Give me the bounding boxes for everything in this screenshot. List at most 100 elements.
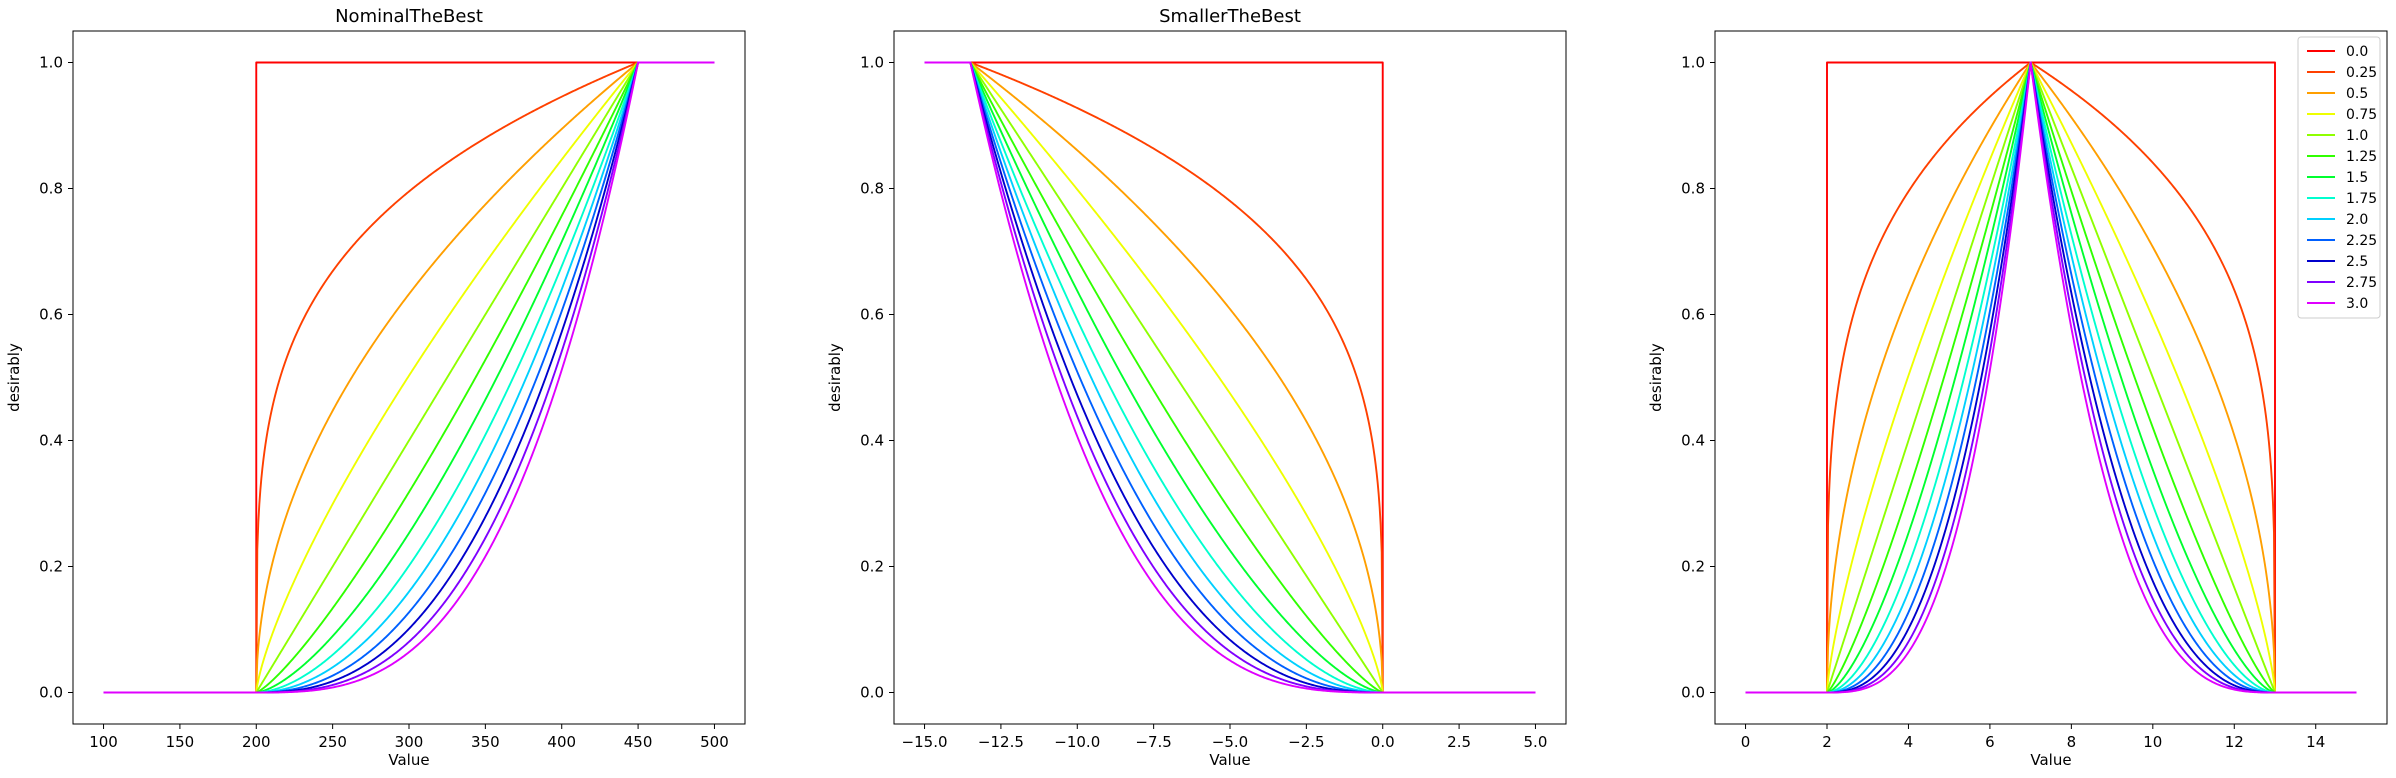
x-tick-label: 400 — [547, 733, 576, 751]
y-tick-label: 0.6 — [860, 306, 884, 324]
series-line-3-0 — [1745, 61, 2357, 694]
legend-item: 1.25 — [2307, 149, 2377, 165]
legend-label: 0.75 — [2346, 107, 2377, 123]
legend-item: 1.0 — [2307, 128, 2368, 144]
x-tick-label: 250 — [318, 733, 347, 751]
series-line-2-25 — [924, 61, 1536, 694]
series-line-1-5 — [103, 61, 715, 694]
x-tick-label: 2 — [1822, 733, 1832, 751]
series-line-1-0 — [103, 61, 715, 694]
x-tick-label: 300 — [395, 733, 424, 751]
legend-label: 3.0 — [2346, 296, 2368, 312]
legend-label: 0.25 — [2346, 65, 2377, 81]
legend-box — [2297, 36, 2381, 319]
y-tick-label: 1.0 — [860, 54, 884, 72]
series-lines — [924, 61, 1536, 694]
series-line-2-75 — [103, 61, 715, 694]
x-tick-label: 4 — [1904, 733, 1914, 751]
legend-item: 0.25 — [2307, 65, 2377, 81]
series-line-1-25 — [924, 61, 1536, 694]
chart-title: SmallerTheBest — [1159, 6, 1301, 27]
y-tick-label: 0.4 — [39, 432, 63, 450]
chart-title: NominalTheBest — [335, 6, 483, 27]
legend-item: 0.75 — [2307, 107, 2377, 123]
series-line-1-75 — [103, 61, 715, 694]
series-line-2-75 — [924, 61, 1536, 694]
legend-label: 2.75 — [2346, 275, 2377, 291]
series-line-1-0 — [924, 61, 1536, 694]
y-tick-label: 0.8 — [860, 180, 884, 198]
plot-frame — [72, 30, 746, 725]
series-line-0-75 — [924, 61, 1536, 694]
legend-label: 1.75 — [2346, 191, 2377, 207]
series-line-1-5 — [1745, 61, 2357, 694]
x-tick-label: 150 — [166, 733, 195, 751]
series-line-0-5 — [103, 61, 715, 694]
y-axis-label: desirably — [5, 343, 23, 412]
series-line-2-0 — [1745, 61, 2357, 694]
legend-item: 2.5 — [2307, 254, 2368, 270]
series-line-0-0 — [1745, 61, 2357, 694]
x-tick-label: 100 — [89, 733, 118, 751]
legend-item: 2.0 — [2307, 212, 2368, 228]
x-tick-label: 5.0 — [1524, 733, 1548, 751]
series-line-2-5 — [924, 61, 1536, 694]
legend-item: 1.75 — [2307, 191, 2377, 207]
y-tick-label: 0.0 — [39, 684, 63, 702]
series-line-2-5 — [103, 61, 715, 694]
legend-label: 0.0 — [2346, 44, 2368, 60]
x-tick-label: −10.0 — [1054, 733, 1100, 751]
series-line-0-25 — [924, 61, 1536, 694]
y-tick-label: 1.0 — [1681, 54, 1705, 72]
y-tick-label: 0.0 — [860, 684, 884, 702]
series-line-0-25 — [103, 61, 715, 694]
y-tick-label: 0.4 — [860, 432, 884, 450]
series-line-2-75 — [1745, 61, 2357, 694]
series-line-1-25 — [1745, 61, 2357, 694]
legend-label: 1.0 — [2346, 128, 2368, 144]
legend-label: 2.25 — [2346, 233, 2377, 249]
legend-item: 3.0 — [2307, 296, 2368, 312]
series-line-0-5 — [1745, 61, 2357, 694]
x-tick-label: 500 — [700, 733, 729, 751]
x-tick-label: 8 — [2067, 733, 2077, 751]
series-line-1-0 — [1745, 61, 2357, 694]
series-line-1-25 — [103, 61, 715, 694]
x-tick-label: 10 — [2143, 733, 2162, 751]
legend-label: 1.5 — [2346, 170, 2368, 186]
x-tick-label: −12.5 — [978, 733, 1024, 751]
series-line-0-75 — [1745, 61, 2357, 694]
y-axis-label: desirably — [826, 343, 844, 412]
chart-panel-smaller: SmallerTheBest Value desirably −15.0 −12.… — [826, 6, 1567, 769]
x-tick-label: 0.0 — [1371, 733, 1395, 751]
x-axis-label: Value — [388, 751, 429, 769]
x-tick-label: −15.0 — [902, 733, 948, 751]
chart-panel-target: Value desirably 0 2 4 6 8 10 12 14 0.0 0.2 0.4 0.6 0… — [1647, 30, 2388, 769]
y-tick-label: 0.2 — [39, 558, 63, 576]
chart-panel-nominal: NominalTheBest Value desirably 100 150 200… — [5, 6, 746, 769]
x-axis-label: Value — [1209, 751, 1250, 769]
y-tick-label: 0.4 — [1681, 432, 1705, 450]
legend-label: 2.5 — [2346, 254, 2368, 270]
x-tick-label: −7.5 — [1135, 733, 1171, 751]
legend-item: 2.25 — [2307, 233, 2377, 249]
series-line-2-25 — [1745, 61, 2357, 694]
x-tick-label: −2.5 — [1288, 733, 1324, 751]
plot-frame — [1714, 30, 2388, 725]
x-tick-label: −5.0 — [1212, 733, 1248, 751]
x-tick-label: 450 — [624, 733, 653, 751]
y-tick-label: 1.0 — [39, 54, 63, 72]
legend-label: 1.25 — [2346, 149, 2377, 165]
series-line-2-0 — [103, 61, 715, 694]
series-line-2-25 — [103, 61, 715, 694]
legend: 0.0 0.25 0.5 0.75 1.0 1.25 1.5 1.75 2.0 2.25 2.5 2.… — [2297, 36, 2381, 319]
series-line-3-0 — [103, 61, 715, 694]
y-tick-label: 0.2 — [860, 558, 884, 576]
series-line-2-0 — [924, 61, 1536, 694]
series-line-1-75 — [1745, 61, 2357, 694]
y-tick-label: 0.2 — [1681, 558, 1705, 576]
y-axis-label: desirably — [1647, 343, 1665, 412]
series-line-1-5 — [924, 61, 1536, 694]
x-tick-label: 6 — [1985, 733, 1995, 751]
